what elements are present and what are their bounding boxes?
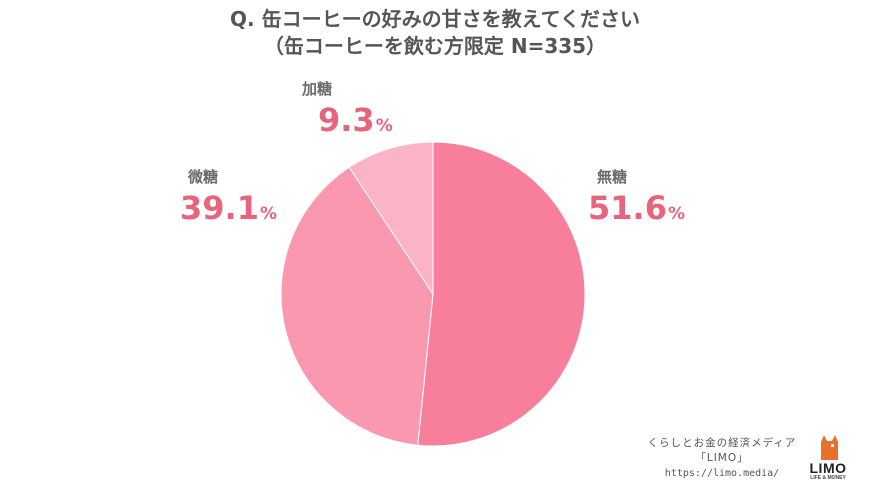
slice-value-katou: 9.3% (318, 101, 393, 139)
slice-label-mutou: 無糖 (597, 168, 628, 186)
slice-label-katou: 加糖 (302, 80, 333, 98)
slice-value-mutou: 51.6% (588, 189, 685, 227)
chart-title: Q. 缶コーヒーの好みの甘さを教えてください （缶コーヒーを飲む方限定 N=33… (0, 6, 870, 60)
slice-value-bitou: 39.1% (180, 189, 277, 227)
pie-slice-katou (348, 141, 434, 296)
pie-slice-mutou (417, 141, 586, 447)
logo-tagline: LIFE & MONEY (810, 475, 846, 481)
brand-name: 「LIMO」 (695, 452, 749, 464)
brand-url[interactable]: https://limo.media/ (664, 468, 780, 479)
percent-sign: % (375, 116, 393, 136)
slice-label-bitou: 微糖 (188, 168, 219, 186)
title-line-2: （缶コーヒーを飲む方限定 N=335） (263, 34, 607, 58)
slice-value-number: 51.6 (588, 189, 667, 227)
brand-block: くらしとお金の経済メディア 「LIMO」 https://limo.media/ (642, 436, 802, 481)
slice-value-number: 9.3 (318, 101, 375, 139)
logo-word: LIMO (809, 460, 847, 476)
slice-value-number: 39.1 (180, 189, 259, 227)
cat-icon (821, 435, 838, 460)
brand-tagline: くらしとお金の経済メディア (647, 437, 797, 449)
percent-sign: % (259, 204, 277, 224)
limo-logo: LIMO LIFE & MONEY (806, 434, 850, 482)
percent-sign: % (667, 204, 685, 224)
title-line-1: Q. 缶コーヒーの好みの甘さを教えてください (230, 7, 640, 31)
